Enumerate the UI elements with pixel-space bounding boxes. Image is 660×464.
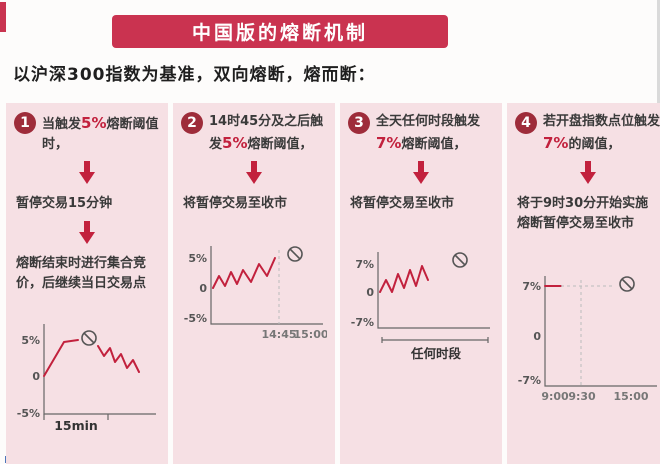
mini-chart-step1: 5% 0 -5% 15min (14, 304, 160, 436)
y-tick: 7% (522, 280, 541, 293)
mini-chart-step3: 7% 0 -7% 任何时段 (348, 240, 494, 370)
no-trading-icon (619, 276, 635, 293)
x-tick: 9:00 (541, 390, 569, 403)
x-tick: 15min (54, 418, 98, 432)
step-heading: 全天任何时段触发 7%熔断阈值， (376, 112, 494, 154)
step-number-badge: 2 (181, 112, 203, 134)
y-tick: 0 (533, 330, 541, 343)
y-tick: 5% (188, 252, 207, 265)
step-action: 将暂停交易至收市 (350, 196, 455, 211)
step-action: 熔断结束时进行集合竞价，后继续当日交易点 (16, 256, 147, 292)
heading-text: 熔断阈值时， (42, 117, 159, 152)
page-title: 中国版的熔断机制 (191, 22, 368, 44)
step-heading: 若开盘指数点位触发 7%的阈值， (543, 112, 660, 154)
step-action: 将于9时30分开始实施熔断暂停交易至收市 (517, 196, 649, 232)
heading-text: 14时45分及之后触发 (209, 114, 324, 152)
threshold-value: 7% (376, 133, 402, 152)
step-column-2: 2 14时45分及之后触发5%熔断阈值， 将暂停交易至收市 5% 0 -5% 1… (173, 103, 335, 464)
mini-chart-step2: 5% 0 -5% 14:45 15:00 (181, 232, 329, 350)
red-edge-artifact (0, 2, 6, 32)
heading-text: 熔断阈值， (247, 136, 313, 152)
subtitle-text: 以沪深300指数为基准，双向熔断，熔而断： (13, 65, 376, 85)
y-tick: 0 (32, 370, 40, 383)
title-banner: 中国版的熔断机制 (112, 15, 448, 48)
heading-text: 当触发 (42, 117, 82, 132)
step-number-badge: 3 (348, 112, 370, 134)
y-tick: -7% (351, 316, 374, 329)
step-heading: 14时45分及之后触发5%熔断阈值， (209, 112, 327, 154)
x-tick: 任何时段 (410, 346, 462, 361)
step-column-4: 4 若开盘指数点位触发7%的阈值， 将于9时30分开始实施熔断暂停交易至收市 7… (507, 103, 660, 464)
no-trading-icon (81, 330, 97, 347)
step-number-badge: 4 (515, 112, 537, 134)
y-tick: 5% (21, 334, 40, 347)
step-action: 将暂停交易至收市 (183, 196, 288, 211)
heading-text: 全天任何时段触发 (376, 114, 481, 129)
y-tick: -5% (17, 407, 40, 420)
heading-text: 熔断阈值， (401, 136, 467, 152)
x-tick: 9:30 (568, 390, 596, 403)
y-tick: -5% (184, 312, 207, 325)
step-column-1: 1 当触发5%熔断阈值时， 暂停交易15分钟 熔断结束时进行集合竞价，后继续当日… (6, 103, 168, 464)
threshold-value: 5% (222, 133, 248, 152)
no-trading-icon (287, 246, 303, 262)
down-arrow-icon (14, 221, 160, 249)
threshold-value: 7% (543, 133, 569, 152)
step-number-badge: 1 (14, 112, 36, 134)
heading-text: 若开盘指数点位触发 (543, 114, 660, 129)
y-tick: -7% (518, 374, 541, 387)
y-tick: 0 (366, 286, 374, 299)
threshold-value: 5% (81, 114, 107, 132)
down-arrow-icon (515, 161, 660, 189)
step-action: 暂停交易15分钟 (16, 196, 113, 211)
mini-chart-step4: 7% 0 -7% 9:00 9:30 15:00 (515, 260, 660, 412)
x-tick: 15:00 (613, 390, 648, 403)
heading-text: 的阈值， (568, 136, 621, 152)
down-arrow-icon (181, 161, 327, 189)
no-trading-icon (452, 252, 468, 268)
y-tick: 0 (199, 282, 207, 295)
x-tick: 15:00 (293, 328, 327, 341)
down-arrow-icon (14, 161, 160, 189)
step-heading: 当触发5%熔断阈值时， (42, 112, 160, 154)
down-arrow-icon (348, 161, 494, 189)
x-tick: 14:45 (261, 328, 296, 341)
steps-container: 1 当触发5%熔断阈值时， 暂停交易15分钟 熔断结束时进行集合竞价，后继续当日… (6, 103, 660, 464)
step-column-3: 3 全天任何时段触发7%熔断阈值， 将暂停交易至收市 7% 0 -7% (340, 103, 502, 464)
y-tick: 7% (355, 258, 374, 271)
